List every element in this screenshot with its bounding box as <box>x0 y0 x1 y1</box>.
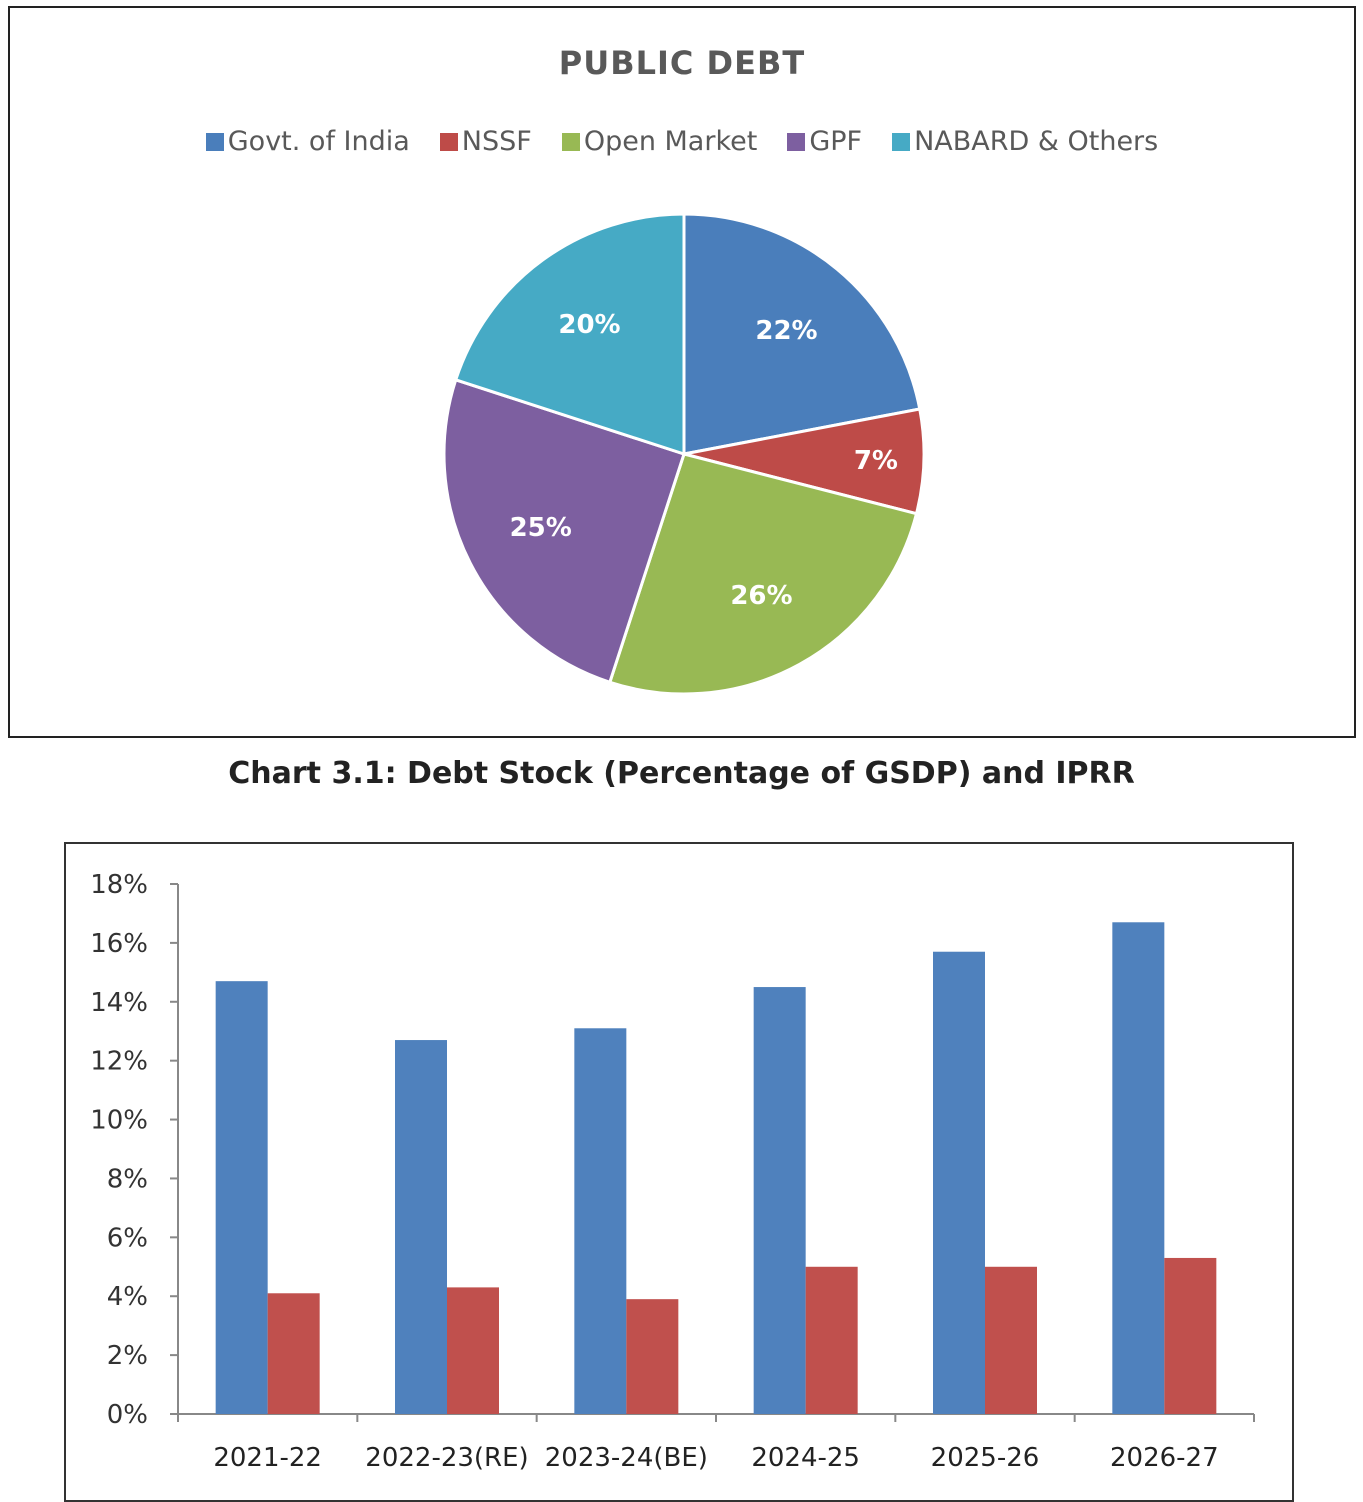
y-tick-label: 6% <box>107 1223 148 1253</box>
y-tick-label: 10% <box>90 1106 148 1136</box>
y-tick-label: 14% <box>90 988 148 1018</box>
bar-debt-stock <box>574 1028 627 1414</box>
pie-chart-title: PUBLIC DEBT <box>558 44 806 82</box>
pie-slice-govt-of-india <box>682 212 922 456</box>
x-category-label: 2024-25 <box>751 1443 860 1473</box>
legend-swatch <box>892 132 911 151</box>
x-category-label: 2021-22 <box>213 1443 322 1473</box>
x-category-label: 2022-23(RE) <box>365 1443 528 1473</box>
pie-chart-frame: PUBLIC DEBT Govt. of India NSSF Open Mar… <box>8 6 1356 738</box>
y-tick-label: 8% <box>107 1164 148 1194</box>
bar-debt-stock <box>215 981 268 1414</box>
pie-legend: Govt. of India NSSF Open Market GPF NABA… <box>10 126 1354 157</box>
pie-slice-label: 20% <box>558 310 620 340</box>
bar-iprr <box>267 1293 320 1414</box>
pie-slice-nssf <box>683 407 926 516</box>
bar-iprr <box>626 1299 679 1414</box>
legend-swatch <box>787 132 806 151</box>
pie-slice-label: 22% <box>755 316 817 346</box>
pie-slice-label: 25% <box>510 513 572 543</box>
y-tick-label: 4% <box>107 1282 148 1312</box>
pie-slice-gpf <box>442 377 686 685</box>
legend-item-nabard-others: NABARD & Others <box>892 126 1158 157</box>
bar-chart: 0% 2% 4% 6% 8% 10% 12% 14% 16% 18% 2021-22 2022-23(… <box>90 870 1255 1473</box>
bar-debt-stock <box>933 951 985 1414</box>
bar-iprr <box>985 1266 1037 1414</box>
pie-slice-label: 7% <box>854 446 898 476</box>
x-category-label: 2023-24(BE) <box>545 1443 708 1473</box>
legend-item-govt-of-india: Govt. of India <box>205 126 410 157</box>
legend-label: Govt. of India <box>227 126 410 157</box>
legend-swatch <box>561 132 580 151</box>
y-tick-label: 16% <box>90 929 148 959</box>
y-tick-label: 12% <box>90 1047 148 1077</box>
bar-chart-frame: 0% 2% 4% 6% 8% 10% 12% 14% 16% 18% 2021-22 2022-23(… <box>64 842 1294 1502</box>
bar-debt-stock <box>1112 922 1165 1414</box>
pie-slice-label: 26% <box>730 581 792 611</box>
y-tick-label: 2% <box>107 1341 148 1371</box>
pie-slice-open-market <box>607 452 919 696</box>
legend-swatch <box>205 132 224 151</box>
bar-chart-caption: Chart 3.1: Debt Stock (Percentage of GSD… <box>228 756 1135 791</box>
x-category-label: 2026-27 <box>1110 1443 1219 1473</box>
bar-iprr <box>447 1287 499 1414</box>
bar-iprr <box>1164 1257 1217 1414</box>
legend-swatch <box>439 132 458 151</box>
bar-debt-stock <box>395 1040 447 1414</box>
x-category-label: 2025-26 <box>931 1443 1040 1473</box>
legend-label: GPF <box>809 126 863 157</box>
legend-label: NABARD & Others <box>914 126 1159 157</box>
bar-debt-stock <box>753 987 806 1414</box>
bar-iprr <box>805 1266 858 1414</box>
pie-chart: 22% 7% 26% 25% 20% <box>442 212 926 696</box>
legend-label: NSSF <box>461 126 532 157</box>
y-tick-label: 18% <box>90 870 148 900</box>
legend-label: Open Market <box>583 126 758 157</box>
legend-item-gpf: GPF <box>787 126 862 157</box>
legend-item-nssf: NSSF <box>439 126 532 157</box>
pie-slice-nabard-others <box>453 212 686 457</box>
y-tick-label: 0% <box>107 1400 148 1430</box>
legend-item-open-market: Open Market <box>561 126 758 157</box>
